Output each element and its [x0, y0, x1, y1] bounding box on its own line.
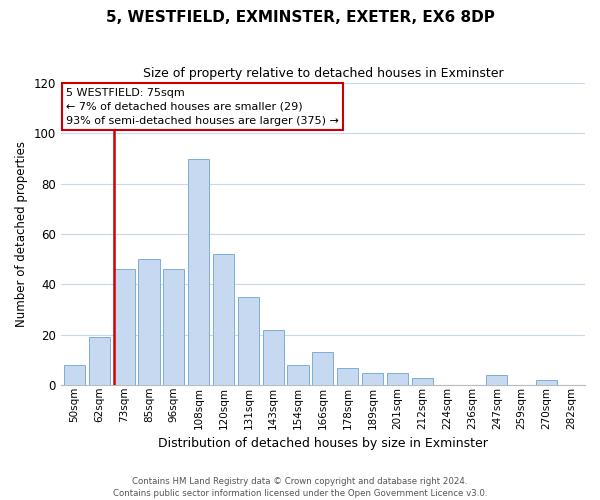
Text: 5, WESTFIELD, EXMINSTER, EXETER, EX6 8DP: 5, WESTFIELD, EXMINSTER, EXETER, EX6 8DP — [106, 10, 494, 25]
Bar — [337, 368, 358, 385]
Bar — [213, 254, 234, 385]
Title: Size of property relative to detached houses in Exminster: Size of property relative to detached ho… — [143, 68, 503, 80]
X-axis label: Distribution of detached houses by size in Exminster: Distribution of detached houses by size … — [158, 437, 488, 450]
Text: Contains HM Land Registry data © Crown copyright and database right 2024.
Contai: Contains HM Land Registry data © Crown c… — [113, 476, 487, 498]
Bar — [113, 270, 135, 385]
Bar — [238, 297, 259, 385]
Bar — [64, 365, 85, 385]
Text: 5 WESTFIELD: 75sqm
← 7% of detached houses are smaller (29)
93% of semi-detached: 5 WESTFIELD: 75sqm ← 7% of detached hous… — [66, 88, 339, 126]
Bar — [139, 260, 160, 385]
Bar — [313, 352, 334, 385]
Bar — [362, 372, 383, 385]
Bar — [188, 158, 209, 385]
Bar — [536, 380, 557, 385]
Bar — [163, 270, 184, 385]
Bar — [287, 365, 308, 385]
Bar — [412, 378, 433, 385]
Y-axis label: Number of detached properties: Number of detached properties — [15, 141, 28, 327]
Bar — [263, 330, 284, 385]
Bar — [89, 338, 110, 385]
Bar — [486, 375, 508, 385]
Bar — [387, 372, 408, 385]
